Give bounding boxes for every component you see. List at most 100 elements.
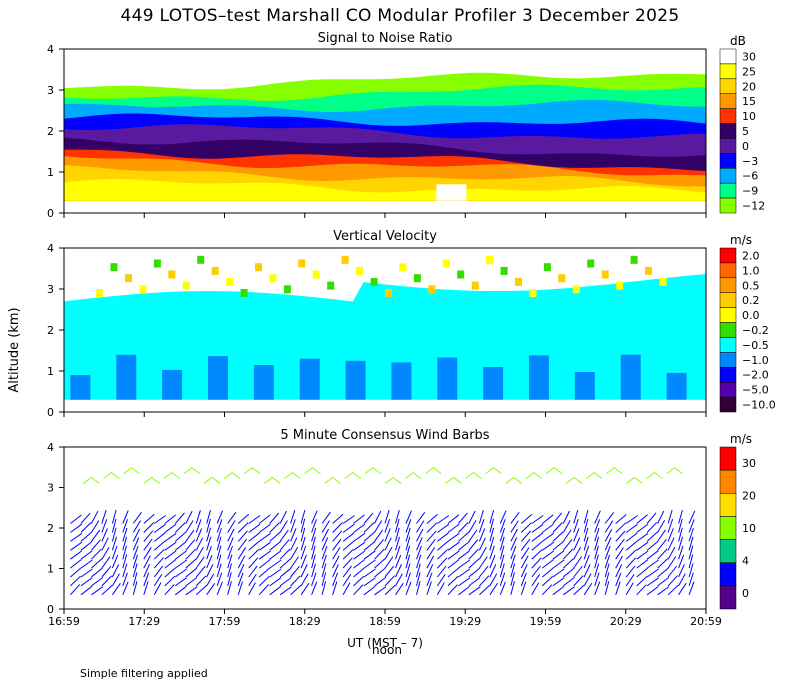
wind-barb (206, 583, 216, 596)
wind-barb (353, 559, 365, 569)
velocity-speckle (486, 255, 494, 264)
wind-barb (583, 527, 589, 542)
wind-barb (174, 585, 187, 596)
wind-barb (510, 545, 517, 560)
wind-barb (384, 565, 395, 578)
colorbar-swatch (719, 277, 737, 293)
velocity-speckle (240, 289, 248, 297)
wind-barb (657, 510, 665, 524)
wind-barb (604, 554, 611, 569)
wind-barb (353, 550, 366, 560)
y-tick-label: 4 (47, 242, 54, 255)
wind-barb (395, 545, 401, 560)
velocity-speckle (197, 255, 205, 264)
y-tick-label: 2 (47, 324, 54, 337)
wind-barb (321, 511, 331, 524)
wind-barb (353, 541, 366, 551)
wind-barb (573, 528, 580, 542)
wind-barb (636, 514, 648, 524)
wind-barb (499, 536, 505, 551)
wind-barb-upper (284, 471, 301, 479)
wind-barb-upper (605, 467, 623, 475)
wind-barb (132, 545, 139, 560)
wind-barb-upper (143, 476, 160, 484)
wind-barb (678, 582, 687, 596)
velocity-speckle (269, 274, 277, 283)
wind-barb-upper (424, 467, 442, 475)
wind-barb (636, 541, 649, 551)
wind-barb (311, 572, 317, 587)
wind-barb (688, 545, 694, 560)
wind-barb (164, 532, 177, 542)
velocity-blue-lobe (162, 369, 183, 400)
wind-barb (101, 556, 111, 569)
wind-barb (300, 573, 309, 587)
velocity-speckle (471, 281, 479, 290)
wind-barb (143, 555, 151, 569)
velocity-speckle (543, 263, 551, 272)
wind-barb (458, 568, 471, 578)
wind-barb (405, 581, 412, 595)
wind-barb (395, 582, 404, 596)
wind-barb (132, 572, 138, 587)
velocity-blue-lobe (253, 365, 274, 400)
wind-barb (269, 541, 281, 551)
wind-barb (216, 536, 222, 551)
wind-barb (520, 547, 530, 560)
wind-barb (458, 577, 471, 587)
wind-barb (195, 519, 202, 533)
colorbar-label: −0.5 (742, 339, 769, 352)
velocity-speckle (385, 289, 392, 297)
y-tick-label: 4 (47, 43, 54, 56)
wind-barb (458, 559, 471, 569)
velocity-speckle (96, 289, 104, 297)
wind-barb (353, 567, 365, 578)
wind-barb (332, 522, 343, 533)
wind-barb-upper (485, 467, 502, 475)
wind-barb (646, 568, 659, 578)
wind-barb (237, 530, 248, 542)
wind-barb (552, 531, 564, 542)
wind-barb (552, 559, 565, 569)
wind-barb-upper (545, 467, 563, 475)
wind-barb (80, 585, 93, 596)
wind-barb (269, 585, 282, 596)
wind-barb (90, 520, 100, 533)
wind-barb (604, 520, 614, 533)
wind-barb (290, 510, 296, 524)
wind-barb (416, 554, 422, 569)
y-tick-label: 1 (47, 166, 54, 179)
colorbar-swatch (719, 138, 737, 154)
wind-barb (426, 572, 433, 587)
wind-barb (426, 564, 434, 578)
colorbar-swatch (719, 322, 737, 338)
wind-barb (374, 577, 387, 587)
wind-barb (583, 509, 589, 524)
wind-barb (541, 584, 553, 596)
wind-barb (206, 545, 212, 560)
wind-barb (583, 536, 589, 551)
colorbar-label: 30 (742, 50, 756, 63)
wind-barb (426, 581, 432, 595)
wind-barb (478, 509, 484, 524)
wind-barb (101, 537, 109, 551)
wind-barb (384, 528, 391, 542)
wind-barb (206, 518, 211, 533)
wind-barb (363, 522, 375, 533)
wind-barb (489, 536, 495, 551)
colorbar: dB 30 25 20 15 10 5 0 −3 −6 −9 −12 (719, 34, 765, 214)
wind-barb (426, 538, 436, 551)
wind-barb (447, 550, 460, 560)
wind-barb (269, 568, 282, 578)
wind-barb (678, 527, 683, 542)
wind-barb (332, 581, 338, 595)
wind-barb (363, 531, 375, 542)
wind-barb (479, 565, 489, 578)
wind-barb (478, 528, 486, 542)
wind-barb (447, 541, 460, 551)
wind-barb (510, 572, 515, 587)
wind-barb (279, 548, 291, 560)
wind-barb (269, 559, 282, 569)
wind-barb-upper (565, 476, 583, 484)
wind-barb (321, 520, 330, 533)
